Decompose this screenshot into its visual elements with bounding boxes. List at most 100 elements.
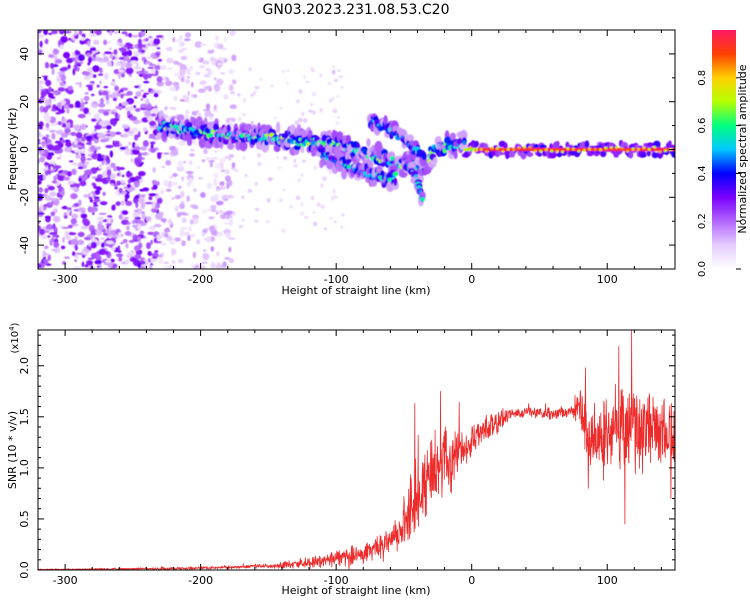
noise-blob: [105, 229, 112, 235]
flat-trace: [474, 149, 478, 153]
noise-blob: [278, 166, 282, 169]
noise-blob: [96, 157, 105, 162]
noise-blob: [177, 160, 183, 168]
main-trace: [281, 133, 286, 138]
noise-blob: [85, 142, 92, 145]
noise-blob: [106, 125, 112, 130]
noise-blob: [73, 50, 81, 56]
noise-blob: [140, 194, 146, 198]
noise-blob: [267, 198, 271, 203]
flat-trace: [523, 145, 527, 149]
noise-blob: [80, 36, 85, 41]
noise-blob: [311, 66, 314, 72]
noise-blob: [104, 259, 112, 264]
noise-blob: [340, 213, 345, 217]
noise-blob: [180, 55, 188, 61]
noise-blob: [63, 176, 70, 181]
flat-trace: [615, 145, 619, 149]
noise-blob: [320, 183, 324, 188]
noise-blob: [216, 250, 220, 257]
noise-blob: [111, 204, 116, 211]
noise-blob: [133, 51, 140, 57]
noise-blob: [64, 98, 71, 106]
noise-blob: [181, 240, 186, 247]
flat-trace: [642, 146, 646, 150]
noise-blob: [214, 265, 223, 269]
noise-blob: [232, 211, 236, 216]
snr-plot-area: [38, 330, 675, 570]
noise-blob: [186, 195, 190, 202]
noise-blob: [120, 182, 126, 186]
noise-blob: [205, 157, 210, 160]
noise-blob: [100, 97, 104, 105]
noise-blob: [270, 84, 274, 87]
noise-blob: [80, 101, 85, 109]
noise-blob: [133, 66, 141, 70]
noise-blob: [242, 219, 245, 222]
noise-blob: [134, 253, 142, 260]
noise-blob: [67, 122, 71, 128]
noise-blob: [331, 96, 335, 101]
noise-blob: [122, 124, 129, 127]
noise-blob: [118, 214, 123, 220]
noise-blob: [133, 218, 141, 223]
noise-blob: [164, 232, 169, 238]
noise-blob: [143, 73, 149, 80]
x-tick-label: -300: [53, 273, 78, 286]
noise-blob: [125, 259, 129, 265]
noise-blob: [90, 104, 98, 108]
noise-blob: [137, 43, 144, 49]
noise-blob: [143, 70, 149, 74]
noise-blob: [49, 191, 57, 197]
noise-blob: [156, 197, 163, 204]
noise-blob: [91, 176, 98, 179]
noise-blob: [70, 238, 79, 245]
noise-blob: [90, 234, 96, 238]
noise-blob: [53, 241, 60, 248]
noise-blob: [174, 205, 179, 212]
noise-blob: [113, 117, 120, 122]
noise-blob: [73, 64, 78, 71]
noise-blob: [43, 162, 50, 166]
main-trace: [300, 146, 305, 154]
noise-blob: [199, 80, 207, 85]
noise-blob: [174, 237, 181, 242]
noise-blob: [77, 207, 86, 212]
noise-blob: [118, 231, 122, 239]
noise-blob: [152, 167, 156, 173]
noise-blob: [224, 257, 231, 260]
noise-blob: [110, 111, 116, 115]
noise-blob: [85, 135, 93, 141]
noise-blob: [115, 106, 123, 110]
noise-blob: [102, 95, 106, 98]
noise-blob: [231, 162, 236, 168]
x-tick-label: 100: [597, 273, 618, 286]
noise-blob: [135, 216, 141, 220]
noise-blob: [117, 172, 120, 177]
y-tick-label: -20: [18, 188, 31, 206]
noise-blob: [43, 245, 49, 250]
noise-blob: [99, 67, 103, 74]
noise-blob: [198, 265, 206, 269]
noise-blob: [189, 219, 195, 225]
noise-blob: [126, 183, 131, 189]
noise-blob: [229, 104, 237, 109]
noise-blob: [218, 67, 221, 71]
snr-ticks: -300 -200 -100 0 100 0.0 0.5 1.0 1.5 2.0: [18, 330, 675, 587]
noise-blob: [194, 41, 203, 48]
noise-blob: [83, 95, 90, 102]
noise-blob: [132, 119, 141, 125]
noise-blob: [38, 80, 45, 84]
noise-blob: [151, 208, 158, 213]
noise-blob: [48, 92, 54, 98]
flat-trace: [539, 149, 543, 153]
noise-blob: [228, 68, 234, 75]
noise-blob: [151, 252, 159, 258]
noise-blob: [89, 198, 93, 203]
noise-blob: [142, 140, 149, 147]
noise-blob: [77, 166, 84, 170]
noise-blob: [112, 140, 116, 147]
flat-trace: [496, 146, 499, 150]
noise-blob: [96, 84, 100, 88]
noise-blob: [211, 204, 217, 211]
